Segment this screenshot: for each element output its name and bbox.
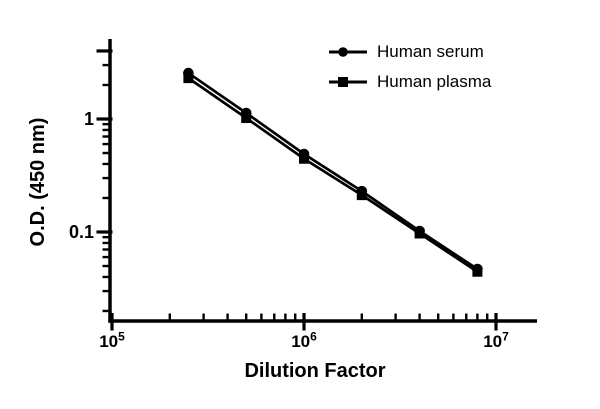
x-axis-title: Dilution Factor: [244, 360, 386, 382]
data-point-human-serum: [356, 185, 368, 197]
legend-label-human-serum: Human serum: [377, 42, 484, 61]
series-line-human-serum: [187, 71, 479, 271]
x-tick-label: 105: [99, 329, 125, 351]
y-axis-title: O.D. (450 nm): [27, 117, 49, 247]
legend: Human serum Human plasma: [329, 37, 491, 97]
legend-label-human-plasma: Human plasma: [377, 72, 492, 91]
data-point-human-serum: [472, 263, 483, 275]
square-marker-icon: [329, 77, 367, 87]
legend-item-human-plasma: Human plasma: [329, 67, 491, 97]
y-tick-label: 0.1: [68, 221, 94, 242]
circle-marker-icon: [329, 47, 367, 57]
data-point-human-serum: [298, 148, 310, 160]
legend-item-human-serum: Human serum: [329, 37, 491, 67]
data-point-human-serum: [183, 67, 194, 79]
series-line-human-plasma: [187, 77, 479, 273]
x-tick-label: 106: [291, 329, 317, 351]
data-point-human-serum: [414, 225, 425, 237]
x-tick-label: 107: [483, 329, 509, 351]
data-point-human-serum: [240, 107, 252, 119]
y-tick-label: 1: [83, 108, 94, 129]
